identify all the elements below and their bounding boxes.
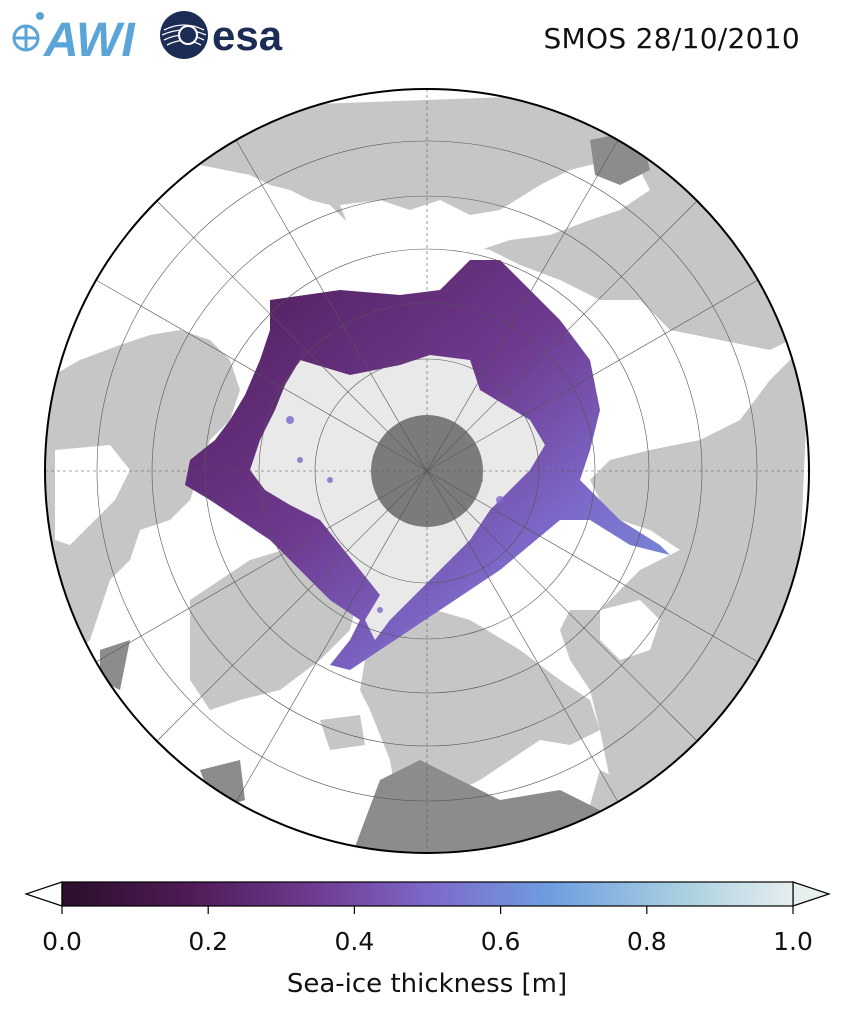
colorbar-tick-label: 0.4 (335, 927, 375, 956)
awi-logo-text: AWI (43, 14, 136, 62)
colorbar-label: Sea-ice thickness [m] (287, 969, 567, 999)
esa-logo: esa (160, 11, 283, 59)
header: AWI esa SMOS 28/10/2010 (0, 0, 854, 80)
colorbar-extend-max (792, 881, 831, 907)
colorbar-tick-label: 0.0 (42, 927, 82, 956)
colorbar: 0.0 0.2 0.4 0.6 0.8 1.0 Sea-ice thickness [m] (24, 881, 831, 999)
map-border (44, 88, 810, 854)
colorbar-tick-label: 1.0 (773, 927, 813, 956)
colorbar-tick-label: 0.2 (188, 927, 228, 956)
colorbar-tick-label: 0.8 (627, 927, 667, 956)
colorbar-extend-min (24, 881, 63, 907)
graticule (45, 89, 809, 853)
esa-emblem-icon (160, 11, 208, 59)
land-europe (45, 330, 240, 660)
esa-logo-text: esa (212, 12, 283, 59)
awi-logo: AWI (12, 12, 136, 62)
colorbar-tick-label: 0.6 (481, 927, 521, 956)
colorbar-ramp (61, 881, 794, 907)
colorbar-ticks: 0.0 0.2 0.4 0.6 0.8 1.0 (42, 906, 813, 956)
arctic-map (44, 88, 810, 854)
map-title: SMOS 28/10/2010 (543, 22, 800, 55)
